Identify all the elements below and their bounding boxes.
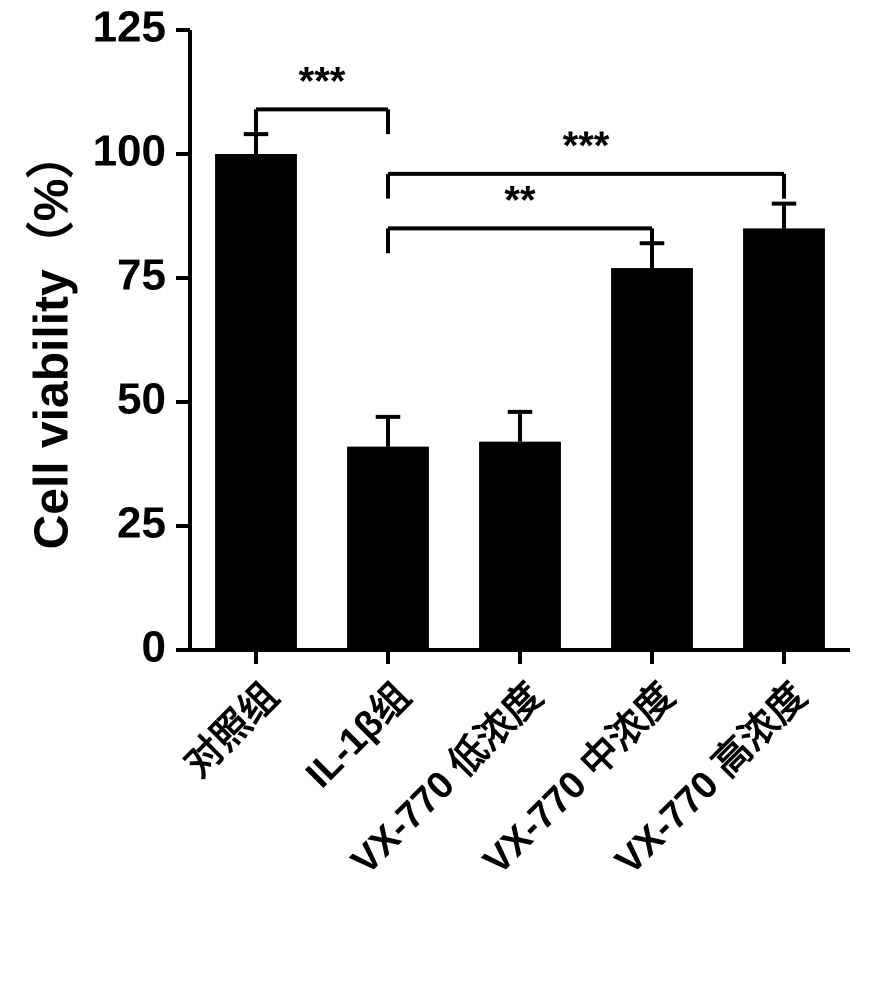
y-tick-label: 25 [117,499,166,548]
bar [347,447,429,650]
y-tick-label: 100 [93,127,166,176]
y-tick-label: 75 [117,251,166,300]
x-tick-label: IL-1β组 [298,675,419,796]
y-tick-label: 125 [93,3,166,52]
bar [611,268,693,650]
sig-label: ** [504,178,536,222]
y-axis-label: Cell viability（%） [26,131,79,550]
cell-viability-bar-chart: 0255075100125Cell viability（%）对照组IL-1β组V… [0,0,895,1000]
y-tick-label: 0 [142,623,166,672]
sig-label: *** [299,59,346,103]
bar [743,228,825,650]
bar [215,154,297,650]
sig-label: *** [563,124,610,168]
x-tick-label: 对照组 [177,675,287,785]
y-tick-label: 50 [117,375,166,424]
bar [479,442,561,650]
